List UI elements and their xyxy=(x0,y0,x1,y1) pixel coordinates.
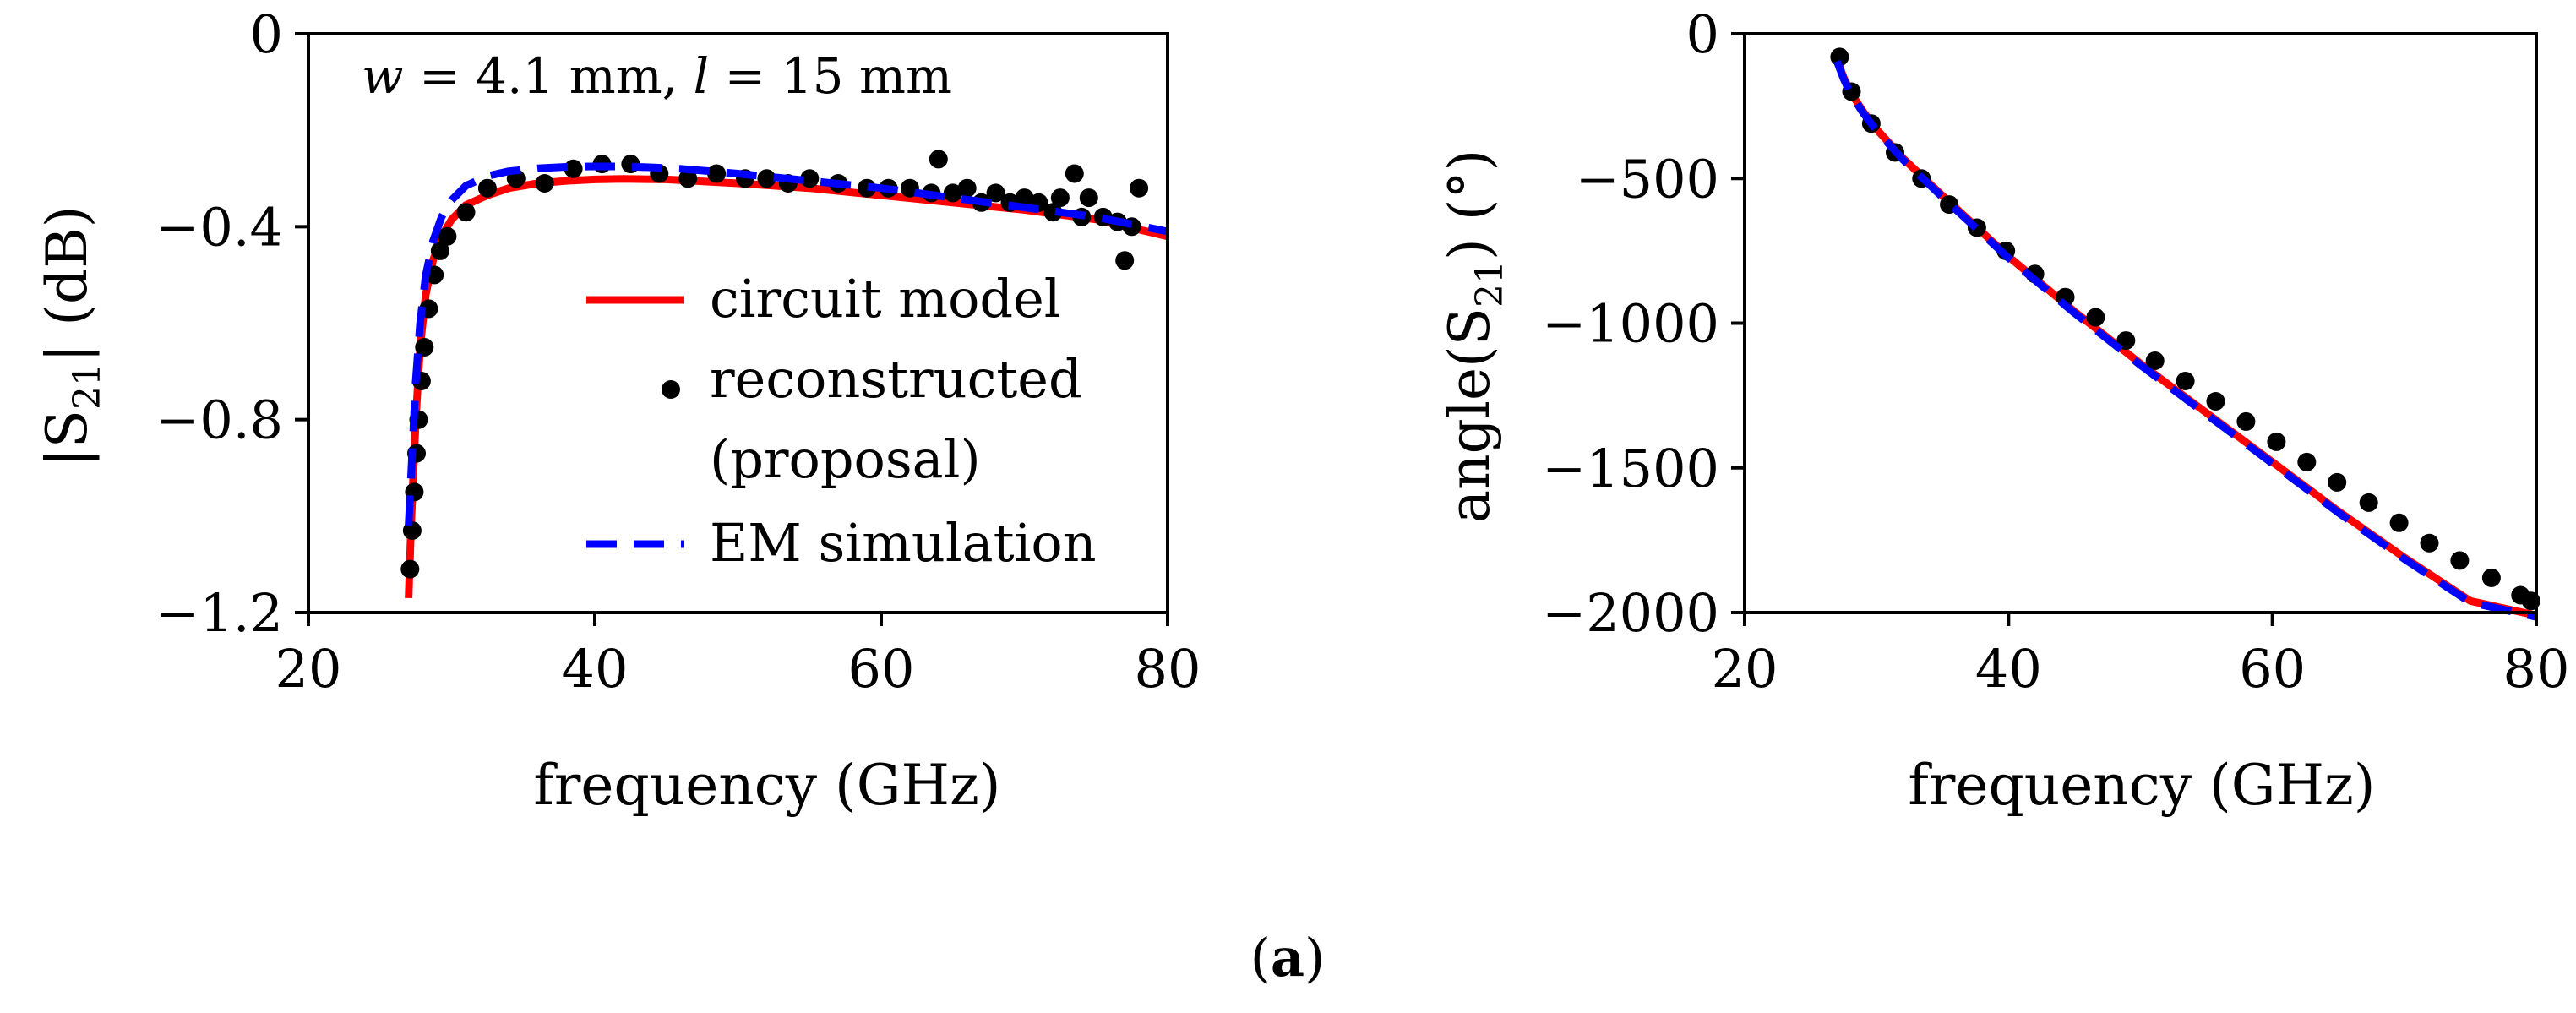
data-point-left xyxy=(456,203,476,222)
panel-caption: (a) xyxy=(1250,927,1326,988)
legend-swatch-reconstructed xyxy=(662,380,680,399)
data-point-left xyxy=(400,559,420,579)
data-point-left xyxy=(477,178,497,198)
data-point-left xyxy=(900,178,919,198)
series-reconstructed-proposal-right xyxy=(1830,47,2540,611)
legend: circuit model reconstructed (proposal) E… xyxy=(586,268,1097,574)
data-point-left xyxy=(535,174,554,193)
x-axis-label-left: frequency (GHz) xyxy=(533,753,1000,818)
data-point-left xyxy=(402,521,422,540)
x-tick-label-right: 80 xyxy=(2503,638,2570,700)
y-tick-label-right: −1500 xyxy=(1542,438,1719,499)
y-tick-label-right: −500 xyxy=(1576,148,1719,210)
data-point-right xyxy=(2086,308,2105,327)
data-point-left xyxy=(1050,188,1070,208)
chart-right: 20 40 60 80 0 −500 −1000 −1500 −2000 xyxy=(1542,3,2569,700)
series-line-em-simulation-left xyxy=(405,162,1168,526)
parameter-annotation: w = 4.1 mm, l = 15 mm xyxy=(362,47,952,105)
data-point-right xyxy=(2481,568,2501,587)
y-tick-label-left: 0 xyxy=(250,3,283,65)
y-tick-label-left: −1.2 xyxy=(155,582,283,644)
y-axis-label-right: angle(S21) (°) xyxy=(1437,150,1511,523)
data-point-left xyxy=(707,164,727,183)
series-line-circuit-model-right xyxy=(1833,58,2537,619)
data-point-left xyxy=(943,183,962,203)
data-point-right xyxy=(2420,533,2439,553)
data-point-left xyxy=(986,183,1005,203)
data-point-left xyxy=(957,178,977,198)
data-point-right xyxy=(2389,513,2409,532)
y-tick-label-right: 0 xyxy=(1686,3,1719,65)
legend-label-em-simulation: EM simulation xyxy=(710,512,1097,574)
data-point-left xyxy=(564,159,583,178)
data-point-right xyxy=(2267,432,2286,451)
y-tick-label-right: −1000 xyxy=(1542,293,1719,355)
data-point-left xyxy=(430,241,449,260)
data-point-right xyxy=(2450,551,2470,570)
data-point-left xyxy=(1079,188,1098,208)
y-tick-label-right: −2000 xyxy=(1542,582,1719,644)
data-point-left xyxy=(678,169,698,188)
data-point-left xyxy=(1130,178,1149,198)
data-point-left xyxy=(757,169,776,188)
legend-label-proposal: (proposal) xyxy=(710,428,981,490)
x-axis-label-right: frequency (GHz) xyxy=(1908,753,2375,818)
x-tick-label-left: 60 xyxy=(848,638,915,700)
legend-label-circuit-model: circuit model xyxy=(710,268,1061,329)
data-point-left xyxy=(1115,251,1135,270)
data-point-right xyxy=(2236,411,2256,431)
y-tick-label-left: −0.8 xyxy=(155,389,283,451)
data-point-right xyxy=(2359,493,2378,512)
chart-left: 20 40 60 80 0 −0.4 −0.8 −1.2 xyxy=(155,3,1201,700)
data-point-right xyxy=(2176,372,2195,390)
x-tick-label-right: 40 xyxy=(1975,638,2042,700)
x-tick-label-right: 60 xyxy=(2239,638,2306,700)
data-point-left xyxy=(1065,164,1084,183)
data-point-right xyxy=(2145,351,2165,370)
data-point-left xyxy=(438,226,457,246)
data-point-left xyxy=(1015,188,1034,208)
data-point-right xyxy=(2206,392,2225,411)
data-point-right xyxy=(2328,472,2347,492)
x-tick-label-left: 20 xyxy=(275,638,342,700)
y-axis-label-left: |S21| (dB) xyxy=(35,206,109,467)
data-point-left xyxy=(1043,203,1063,222)
data-point-left xyxy=(800,169,820,188)
x-tick-label-left: 40 xyxy=(562,638,629,700)
y-tick-label-left: −0.4 xyxy=(155,196,283,258)
data-point-right xyxy=(1830,47,1849,67)
data-point-left xyxy=(929,150,948,169)
data-point-left xyxy=(415,338,434,357)
legend-label-reconstructed: reconstructed xyxy=(710,348,1082,410)
x-tick-label-left: 80 xyxy=(1135,638,1201,700)
x-tick-label-right: 20 xyxy=(1712,638,1778,700)
series-line-em-simulation-right xyxy=(1833,59,2537,621)
data-point-right xyxy=(2297,452,2317,471)
